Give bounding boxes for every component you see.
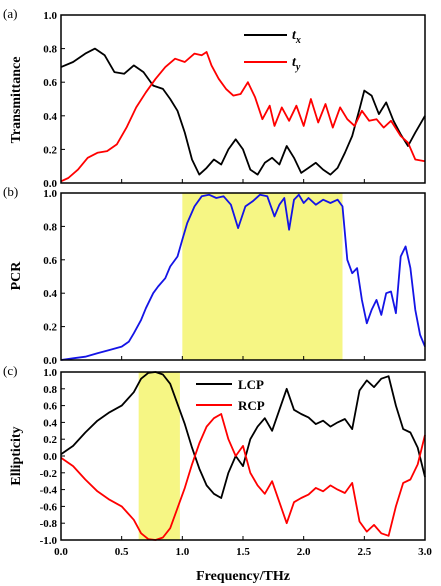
y-tick-label: -0.8 [40, 518, 58, 530]
series-line-tx [60, 47, 426, 176]
y-tick-label: 0.8 [43, 44, 57, 56]
x-tick-label: 1.0 [175, 546, 189, 558]
y-tick-label: 0.8 [43, 384, 57, 396]
legend-subscript: x [295, 35, 301, 46]
x-tick-label: 3.0 [418, 546, 432, 558]
y-axis-label: Ellipticity [9, 426, 24, 485]
y-tick-label: 0.0 [43, 355, 57, 367]
y-tick-label: 0.4 [43, 417, 57, 429]
y-tick-label: -0.2 [40, 468, 58, 480]
panel-label: (a) [3, 6, 17, 21]
legend-label: ty [292, 55, 301, 73]
legend-panel-c: LCP RCP [196, 377, 265, 413]
y-tick-label: -0.6 [40, 501, 58, 513]
y-tick-label: 0.6 [43, 77, 57, 89]
y-tick-label: 0.2 [43, 144, 57, 156]
series-line-rcp [60, 413, 426, 541]
y-tick-label: 1.0 [43, 188, 57, 200]
legend-label: RCP [238, 398, 265, 413]
y-tick-label: 0.0 [43, 178, 57, 190]
y-axis-label: PCR [9, 261, 24, 291]
panel-3: -1.0 -0.8 -0.6 -0.4 -0.2 0.0 0.2 0.4 0.6 0.8 1.0 (c… [3, 363, 426, 547]
y-tick-label: -0.4 [40, 485, 58, 497]
x-tick-label: 2.0 [297, 546, 311, 558]
legend-label: tx [292, 28, 301, 46]
highlight-band [138, 372, 180, 540]
y-tick-label: 0.8 [43, 221, 57, 233]
x-axis-label: Frequency/THz [196, 569, 290, 584]
panel-label: (b) [3, 184, 18, 199]
x-tick-label: 2.5 [357, 546, 371, 558]
legend-label: LCP [238, 377, 264, 392]
panel-2: 0.0 0.2 0.4 0.6 0.8 1.0 (b) PCR [3, 184, 426, 367]
x-tick-label: 1.5 [236, 546, 250, 558]
y-tick-label: 1.0 [43, 367, 57, 379]
x-tick-label: 0.0 [54, 546, 68, 558]
y-tick-label: 0.4 [43, 111, 57, 123]
x-tick-label: 0.5 [115, 546, 129, 558]
y-tick-label: 0.2 [43, 434, 57, 446]
highlight-band [182, 193, 343, 360]
y-tick-label: 0.2 [43, 322, 57, 334]
series-line-lcp [60, 371, 426, 499]
panel-label: (c) [3, 363, 17, 378]
legend-subscript: y [295, 62, 301, 73]
panel-1: 0.0 0.2 0.4 0.6 0.8 1.0 (a) Transmittance [3, 6, 426, 190]
y-tick-label: 1.0 [43, 10, 57, 22]
plot-frame [60, 14, 426, 184]
legend-panel-a: tx ty [244, 28, 301, 73]
y-tick-label: 0.0 [43, 451, 57, 463]
y-axis-label: Transmittance [9, 57, 24, 144]
y-tick-label: 0.6 [43, 255, 57, 267]
y-tick-label: 0.6 [43, 401, 57, 413]
series-line-ty [60, 51, 426, 183]
y-tick-label: 0.4 [43, 288, 57, 300]
series-line-1 [60, 193, 426, 361]
y-tick-label: -1.0 [40, 535, 58, 547]
